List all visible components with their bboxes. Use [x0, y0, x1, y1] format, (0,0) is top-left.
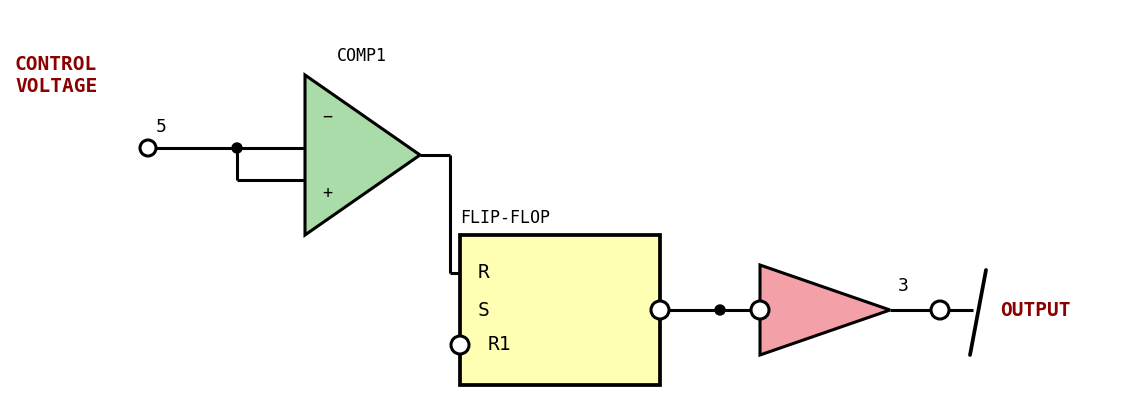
Circle shape [140, 140, 156, 156]
Circle shape [751, 301, 769, 319]
Circle shape [931, 301, 949, 319]
Circle shape [651, 301, 669, 319]
Polygon shape [760, 265, 890, 355]
Text: 5: 5 [156, 118, 167, 136]
Text: CONTROL
VOLTAGE: CONTROL VOLTAGE [15, 55, 98, 96]
Circle shape [232, 143, 242, 153]
Text: FLIP-FLOP: FLIP-FLOP [460, 209, 550, 227]
Text: OUTPUT: OUTPUT [1000, 301, 1070, 320]
Text: R: R [478, 264, 489, 283]
Text: COMP1: COMP1 [337, 47, 387, 65]
Text: +: + [322, 184, 332, 202]
Polygon shape [305, 75, 420, 235]
Text: −: − [322, 108, 332, 126]
Text: 3: 3 [898, 277, 909, 295]
Circle shape [715, 305, 725, 315]
Bar [460, 235, 660, 385]
Circle shape [451, 336, 469, 354]
Text: R1: R1 [488, 335, 512, 354]
Text: S: S [478, 301, 489, 320]
